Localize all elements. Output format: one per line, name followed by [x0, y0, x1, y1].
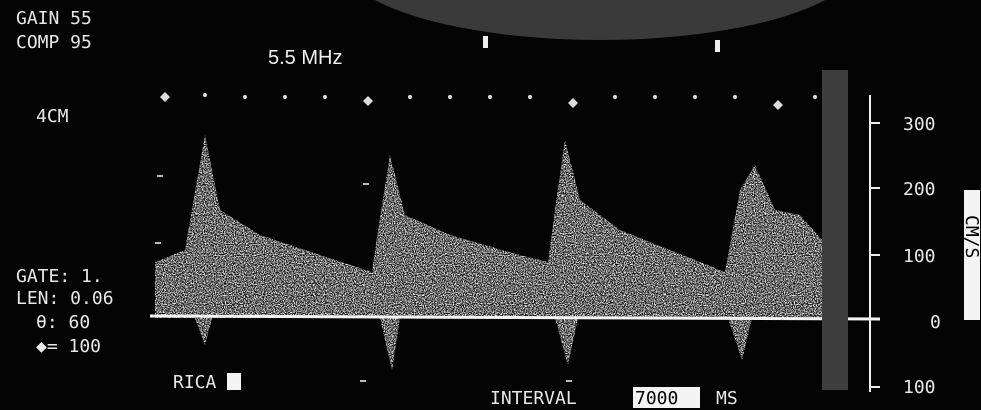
interval-value: 7000 [635, 388, 678, 409]
marker [715, 40, 720, 52]
marker-value: ◆= 100 [36, 336, 101, 357]
vessel-box [227, 373, 241, 390]
scale-label: 100 [903, 377, 936, 398]
gain: GAIN 55 [16, 8, 92, 29]
waveform-below [195, 318, 752, 370]
scale-label: 300 [903, 114, 936, 135]
display: GAIN 55 COMP 95 5.5 MHz 4CM GATE: 1. LEN… [0, 0, 981, 410]
velocity-scale [870, 95, 880, 392]
scale-label: 100 [903, 246, 936, 267]
frequency: 5.5 MHz [268, 47, 342, 69]
vessel: RICA [173, 372, 217, 393]
marker [483, 36, 488, 48]
comp: COMP 95 [16, 32, 92, 53]
gate: GATE: 1. [16, 266, 103, 287]
gray-bar [822, 70, 848, 390]
interval-label: INTERVAL [490, 388, 577, 409]
angle: θ: 60 [36, 312, 90, 333]
scale-unit: CM/S [961, 215, 981, 258]
depth: 4CM [36, 106, 69, 127]
scale-label: 200 [903, 179, 936, 200]
waveform [155, 135, 822, 318]
dot-row [160, 92, 817, 110]
interval-unit: MS [716, 388, 738, 409]
len: LEN: 0.06 [16, 288, 114, 309]
probe-arc [340, 0, 860, 40]
scale-label: 0 [930, 312, 941, 333]
doppler-screen: GAIN 55 COMP 95 5.5 MHz 4CM GATE: 1. LEN… [0, 0, 981, 410]
